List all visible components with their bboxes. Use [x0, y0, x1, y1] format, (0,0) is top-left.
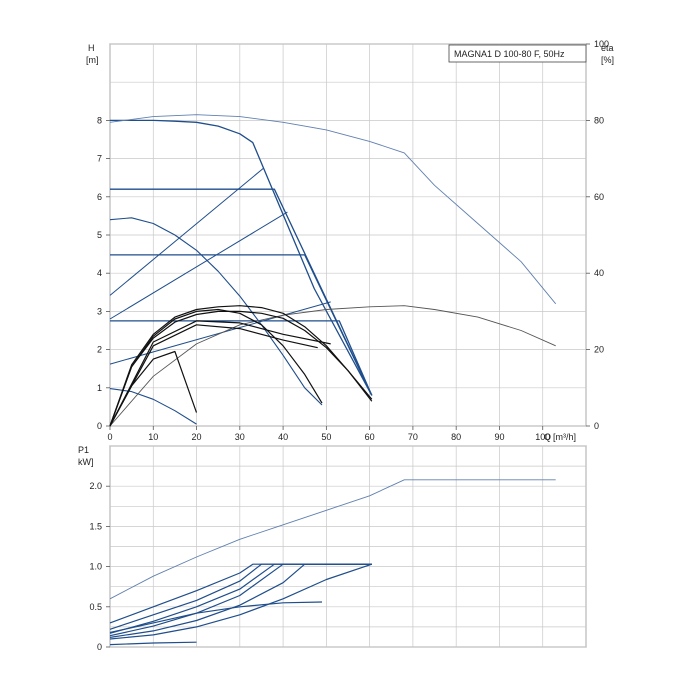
efficiency-tick-label: 0: [594, 421, 599, 431]
chart-title-box: MAGNA1 D 100-80 F, 50Hz: [448, 44, 587, 63]
head-tick-label: 1: [97, 383, 102, 393]
head-curve: [109, 305, 556, 427]
head-curves: [109, 114, 557, 427]
head-curve: [110, 320, 373, 396]
power-curve: [109, 641, 197, 646]
head-curve: [110, 119, 373, 396]
head-tick-label: 2: [97, 345, 102, 355]
head-curve: [109, 305, 373, 427]
efficiency-tick-label: 20: [594, 345, 604, 355]
power-curve: [109, 563, 372, 638]
power-curve: [109, 479, 556, 600]
head-curve: [109, 324, 318, 427]
power-axis-unit: kW]: [78, 457, 94, 467]
power-curves: [109, 479, 556, 646]
power-curve: [109, 601, 323, 634]
flow-tick-label: 30: [235, 432, 245, 442]
flow-tick-label: 100: [535, 432, 550, 442]
head-axis-label: H: [88, 43, 95, 53]
power-tick-label: 2.0: [89, 481, 102, 491]
head-tick-label: 4: [97, 268, 102, 278]
efficiency-axis-unit: [%]: [601, 55, 614, 65]
chart-title: MAGNA1 D 100-80 F, 50Hz: [454, 49, 565, 59]
head-curve: [109, 211, 288, 320]
flow-tick-label: 20: [192, 432, 202, 442]
head-tick-label: 5: [97, 230, 102, 240]
head-efficiency-plot: 0 10 20 30 40 50 60 70 80 90 100012345678020406080…: [97, 39, 609, 442]
power-plot: 0 0.5 1.0 1.5 2.0: [89, 445, 587, 652]
head-tick-label: 7: [97, 154, 102, 164]
head-axis-unit: [m]: [86, 55, 99, 65]
head-tick-label: 6: [97, 192, 102, 202]
head-curve: [109, 217, 323, 406]
flow-tick-label: 50: [321, 432, 331, 442]
flow-tick-label: 80: [451, 432, 461, 442]
efficiency-axis-label: eta: [601, 43, 614, 53]
flow-tick-label: 10: [148, 432, 158, 442]
head-curve: [109, 167, 264, 296]
head-curve: [110, 254, 373, 396]
head-curve: [109, 308, 323, 427]
efficiency-tick-label: 60: [594, 192, 604, 202]
head-curve: [109, 388, 197, 425]
power-tick-label: 1.0: [89, 562, 102, 572]
head-grid: [109, 43, 587, 427]
head-tick-label: 3: [97, 306, 102, 316]
head-curve: [109, 320, 331, 427]
flow-tick-label: 70: [408, 432, 418, 442]
head-tick-label: 0: [97, 421, 102, 431]
flow-tick-label: 0: [107, 432, 112, 442]
flow-tick-label: 60: [365, 432, 375, 442]
power-axis-label: P1: [78, 445, 89, 455]
flow-axis-label: Q: [544, 432, 551, 442]
efficiency-tick-label: 40: [594, 268, 604, 278]
efficiency-tick-label: 80: [594, 115, 604, 125]
efficiency-tick-label: 100: [594, 39, 609, 49]
head-curve: [109, 114, 557, 305]
power-tick-label: 0: [97, 642, 102, 652]
power-curve: [109, 563, 372, 637]
power-tick-label: 0.5: [89, 602, 102, 612]
flow-tick-label: 40: [278, 432, 288, 442]
flow-tick-label: 90: [494, 432, 504, 442]
power-curve: [109, 563, 372, 640]
power-tick-label: 1.5: [89, 521, 102, 531]
flow-axis-unit: [m³/h]: [553, 432, 576, 442]
head-tick-label: 8: [97, 115, 102, 125]
head-curve: [109, 310, 373, 427]
head-curve: [109, 350, 198, 427]
